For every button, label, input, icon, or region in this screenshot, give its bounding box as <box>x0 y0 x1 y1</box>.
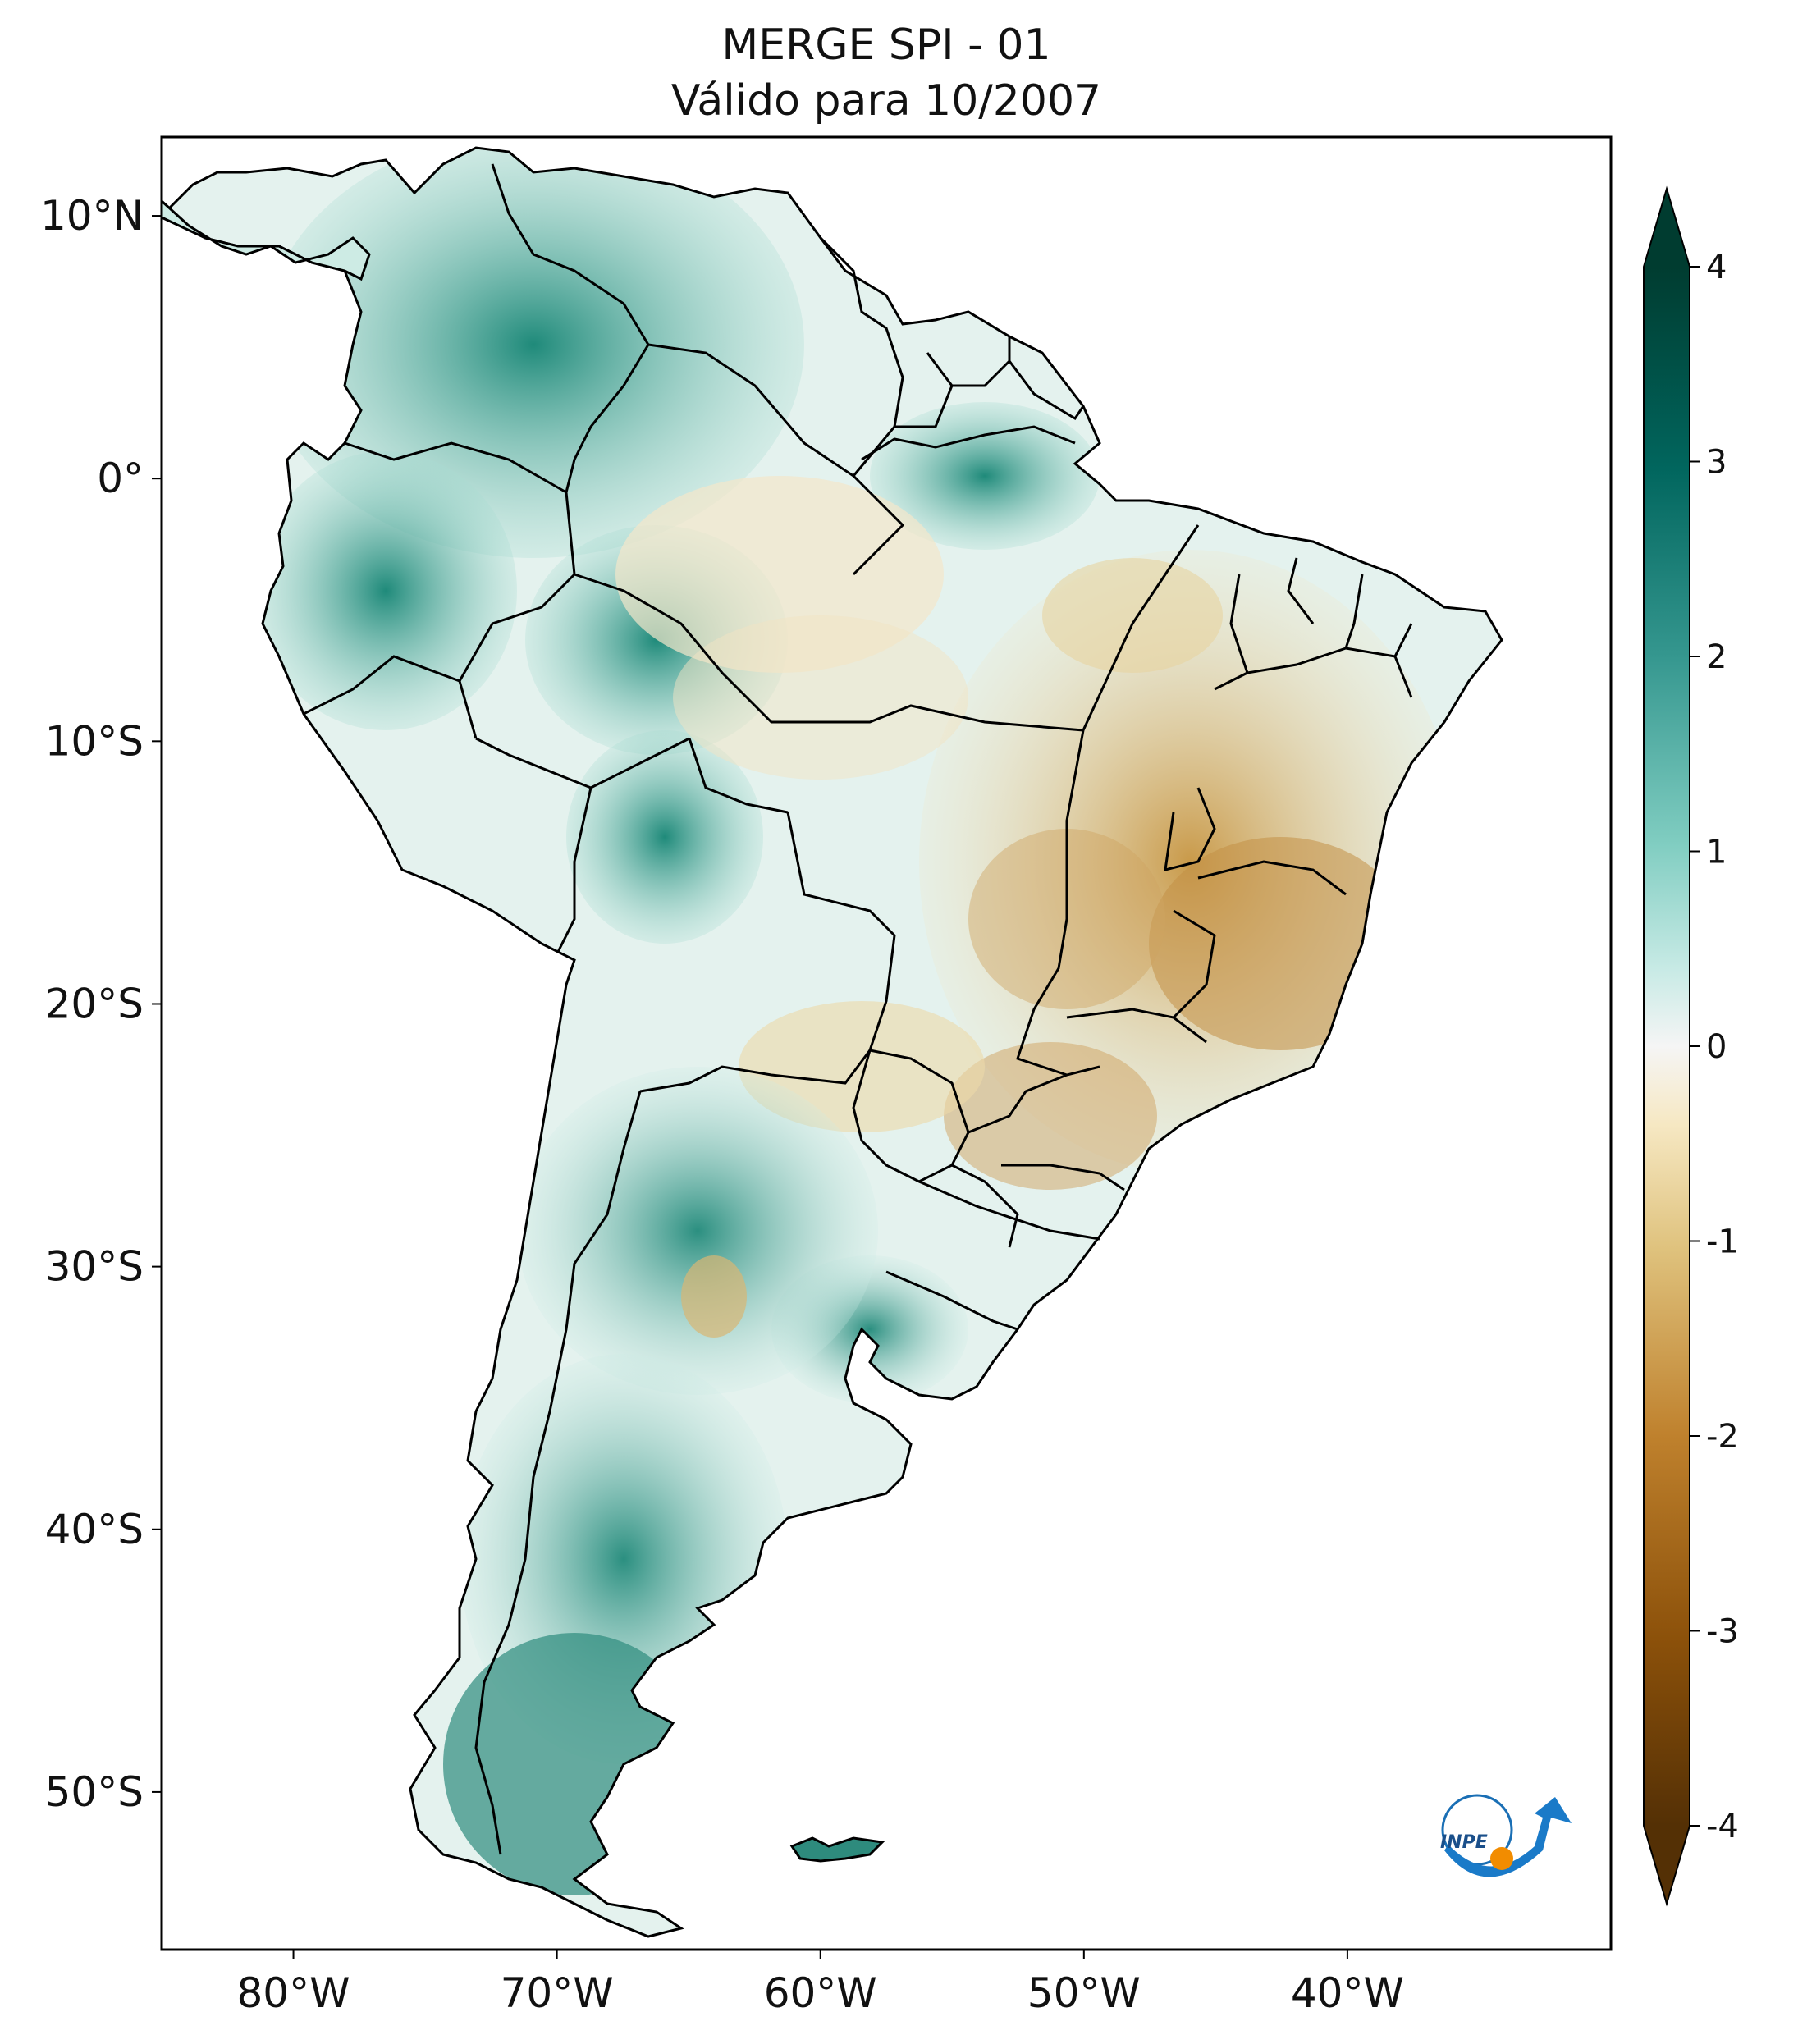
lat-tick-label: 0° <box>97 455 144 502</box>
map-frame <box>160 135 1613 1951</box>
coastline <box>162 146 1503 1938</box>
colorbar-tick-label: -4 <box>1706 1808 1739 1845</box>
inpe-logo-swoosh <box>1444 1797 1572 1877</box>
lat-tick-label: 30°S <box>45 1243 144 1291</box>
lat-tick-label: 10°N <box>40 192 144 240</box>
lat-tick-label: 50°S <box>45 1768 144 1816</box>
country-borders <box>303 163 1413 1855</box>
falkland-islands <box>789 1836 885 1863</box>
lon-tick-label: 50°W <box>1027 1969 1141 2017</box>
colorbar-tick-label: -2 <box>1706 1418 1739 1456</box>
colorbar-tick-label: 2 <box>1706 638 1727 676</box>
inpe-logo: INPE <box>1440 1794 1572 1877</box>
lat-tick-label: 20°S <box>45 980 144 1027</box>
lat-tick-label: 40°S <box>45 1506 144 1553</box>
colorbar-tick-label: 4 <box>1706 249 1727 286</box>
colorbar-tick-label: -1 <box>1706 1223 1739 1261</box>
latitude-ticks: 10°N 0° 10°S 20°S 30°S 40°S 50°S <box>40 192 162 1816</box>
inpe-logo-dot <box>1490 1847 1513 1870</box>
longitude-ticks: 80°W 70°W 60°W 50°W 40°W <box>237 1950 1404 2017</box>
colorbar-extend-bottom <box>1644 1826 1690 1904</box>
lon-tick-label: 80°W <box>237 1969 350 2017</box>
colorbar-tick-label: 3 <box>1706 444 1727 482</box>
lat-tick-label: 10°S <box>45 717 144 765</box>
map-title-line1: MERGE SPI - 01 <box>721 21 1050 70</box>
colorbar: 4 3 2 1 0 -1 -2 -3 -4 <box>1643 185 1739 1907</box>
inpe-logo-text: INPE <box>1440 1832 1488 1853</box>
lon-tick-label: 70°W <box>501 1969 614 2017</box>
colorbar-tick-label: 0 <box>1706 1028 1727 1066</box>
lon-tick-label: 60°W <box>764 1969 877 2017</box>
colorbar-gradient <box>1644 267 1690 1826</box>
colorbar-ticks: 4 3 2 1 0 -1 -2 -3 -4 <box>1690 249 1739 1845</box>
colorbar-extend-top <box>1644 189 1690 267</box>
central-america <box>160 198 371 281</box>
map-title-line2: Válido para 10/2007 <box>671 76 1101 126</box>
lon-tick-label: 40°W <box>1291 1969 1404 2017</box>
colorbar-tick-label: 1 <box>1706 834 1727 871</box>
colorbar-tick-label: -3 <box>1706 1613 1739 1651</box>
